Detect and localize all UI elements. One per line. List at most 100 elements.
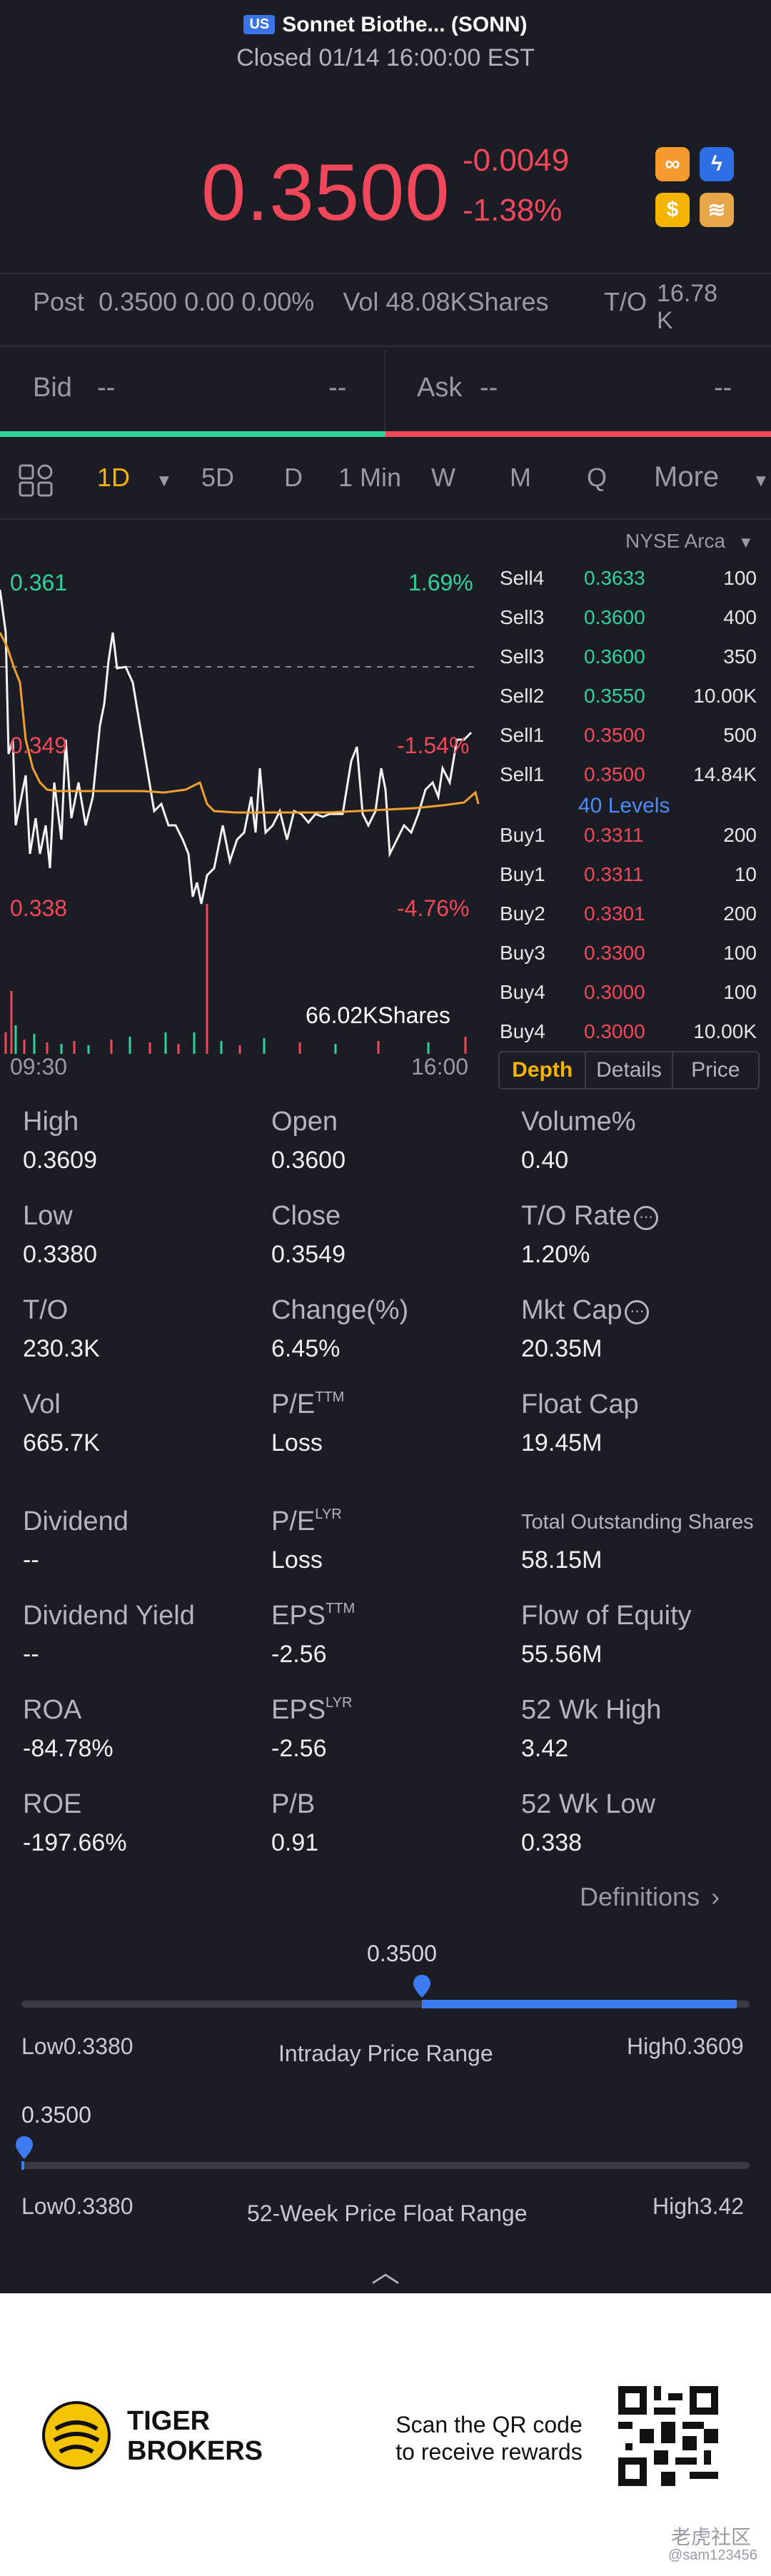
definitions-link[interactable]: Definitions ›	[580, 1882, 720, 1911]
stat-label-float-cap: Float Cap	[521, 1389, 639, 1419]
exchange-selector[interactable]: NYSE Arca ▼	[625, 530, 754, 553]
market-status: Closed 01/14 16:00:00 EST	[236, 44, 535, 71]
price-change-percent: -1.38%	[463, 193, 563, 228]
turnover-value: 16.78 K	[657, 280, 718, 334]
stat-value-flow-equity: 55.56M	[521, 1641, 603, 1668]
week52-high: High3.42	[652, 2193, 745, 2219]
intraday-range-track	[21, 2001, 750, 2008]
week52-current: 0.3500	[21, 2102, 91, 2128]
divider	[0, 273, 771, 274]
tab-5d[interactable]: 5D	[201, 463, 235, 492]
promo-line1: Scan the QR code	[395, 2412, 583, 2437]
stat-label-pe-lyr: P/ELYR	[271, 1506, 342, 1536]
intraday-low: Low0.3380	[21, 2033, 133, 2059]
stat-label-dividend-yield: Dividend Yield	[23, 1601, 195, 1631]
stat-value-eps-lyr: -2.56	[271, 1735, 327, 1762]
stat-value-pb: 0.91	[271, 1829, 319, 1856]
order-row-sell: Sell3 0.3600 400	[500, 606, 757, 628]
divider	[384, 350, 386, 431]
order-row-sell: Sell4 0.3633 100	[500, 567, 757, 589]
ask-price: --	[480, 373, 498, 403]
stat-value-dividend: --	[23, 1546, 39, 1574]
qr-code-icon[interactable]	[618, 2386, 718, 2486]
tab-price[interactable]: Price	[671, 1052, 758, 1088]
week52-title: 52-Week Price Float Range	[247, 2200, 528, 2226]
watermark: 老虎社区	[671, 2526, 752, 2548]
tab-week[interactable]: W	[431, 463, 455, 492]
price-marker-icon	[413, 1975, 430, 1998]
stat-label-52wk-high: 52 Wk High	[521, 1695, 662, 1725]
info-icon[interactable]: ⋯	[634, 1206, 659, 1230]
tab-quarter[interactable]: Q	[587, 463, 608, 492]
stat-value-eps-ttm: -2.56	[271, 1641, 327, 1668]
caret-down-icon: ▼	[737, 533, 754, 551]
bid-size: --	[328, 373, 347, 403]
flash-icon[interactable]: ϟ	[700, 147, 734, 181]
order-row-buy: Buy4 0.3000 100	[500, 981, 757, 1003]
caret-down-icon[interactable]: ▼	[752, 471, 770, 490]
bid-price: --	[97, 373, 116, 403]
brand-line2: BROKERS	[127, 2436, 263, 2466]
stat-label-dividend: Dividend	[23, 1506, 128, 1536]
stat-label-to: T/O	[23, 1295, 69, 1325]
promo-line2: to receive rewards	[395, 2439, 583, 2465]
price-change: -0.0049	[463, 143, 570, 178]
info-icon[interactable]: ⋯	[625, 1300, 650, 1324]
stat-value-change: 6.45%	[271, 1335, 341, 1362]
intraday-range-fill	[422, 2000, 737, 2008]
stat-label-to-rate: T/O Rate ⋯	[521, 1201, 659, 1232]
chevron-up-icon[interactable]: ︿	[371, 2257, 400, 2288]
chart-low-pct: -4.76%	[397, 895, 470, 921]
post-volume: Vol 48.08KShares	[343, 287, 549, 316]
stock-title: US Sonnet Biothe... (SONN)	[0, 13, 771, 37]
chart-volume: 66.02KShares	[306, 1002, 450, 1028]
stat-value-roe: -197.66%	[23, 1829, 127, 1856]
layout-grid-icon[interactable]	[19, 464, 54, 500]
stat-value-close: 0.3549	[271, 1241, 346, 1268]
order-row-buy: Buy1 0.3311 10	[500, 863, 757, 885]
last-price: 0.3500	[201, 148, 450, 237]
ask-label: Ask	[417, 373, 463, 403]
price-marker-icon	[16, 2136, 34, 2159]
intraday-title: Intraday Price Range	[278, 2041, 493, 2066]
tab-day[interactable]: D	[284, 463, 303, 492]
brand-line1: TIGER	[127, 2406, 211, 2436]
tab-details[interactable]: Details	[585, 1052, 671, 1088]
dollar-icon[interactable]: $	[655, 193, 690, 227]
orderbook-tabs: Depth Details Price	[498, 1051, 760, 1090]
exchange-name: NYSE Arca	[625, 530, 726, 552]
tab-month[interactable]: M	[510, 463, 531, 492]
stack-icon[interactable]: ≋	[700, 193, 734, 227]
stat-value-low: 0.3380	[23, 1241, 97, 1268]
tab-depth[interactable]: Depth	[512, 1058, 573, 1082]
stat-value-52wk-low: 0.338	[521, 1829, 583, 1856]
stat-value-mkt-cap: 20.35M	[521, 1335, 603, 1362]
chart-low-price: 0.338	[10, 895, 68, 921]
chart-mid-pct: -1.54%	[397, 733, 470, 758]
intraday-high: High0.3609	[627, 2033, 744, 2059]
market-badge: US	[243, 15, 276, 34]
levels-link[interactable]: 40 Levels	[578, 794, 670, 817]
caret-down-icon[interactable]: ▼	[156, 471, 173, 490]
chart-time-end: 16:00	[411, 1054, 469, 1080]
stat-value-total-shares: 58.15M	[521, 1546, 603, 1574]
tiger-logo-icon	[42, 2401, 111, 2470]
tab-more[interactable]: More	[654, 461, 720, 493]
post-market-row: Post 0.3500 0.00 0.00% Vol 48.08KShares	[33, 287, 549, 317]
options-icon[interactable]: ∞	[655, 147, 690, 181]
bid-label: Bid	[33, 373, 72, 403]
ask-size: --	[714, 373, 732, 403]
order-row-sell: Sell1 0.3500 500	[500, 724, 757, 746]
stat-label-flow-equity: Flow of Equity	[521, 1601, 692, 1631]
post-values: 0.3500 0.00 0.00%	[99, 287, 315, 316]
chart-time-start: 09:30	[10, 1054, 68, 1080]
chart-mid-price: 0.349	[10, 733, 68, 758]
tab-1d[interactable]: 1D	[97, 463, 131, 492]
stat-value-pe-lyr: Loss	[271, 1546, 323, 1574]
divider	[0, 518, 771, 520]
stat-label-eps-ttm: EPSTTM	[271, 1601, 356, 1631]
stat-value-open: 0.3600	[271, 1147, 346, 1174]
intraday-chart[interactable]	[0, 525, 493, 1054]
stat-label-vol: Vol	[23, 1389, 61, 1419]
tab-1min[interactable]: 1 Min	[338, 463, 402, 492]
